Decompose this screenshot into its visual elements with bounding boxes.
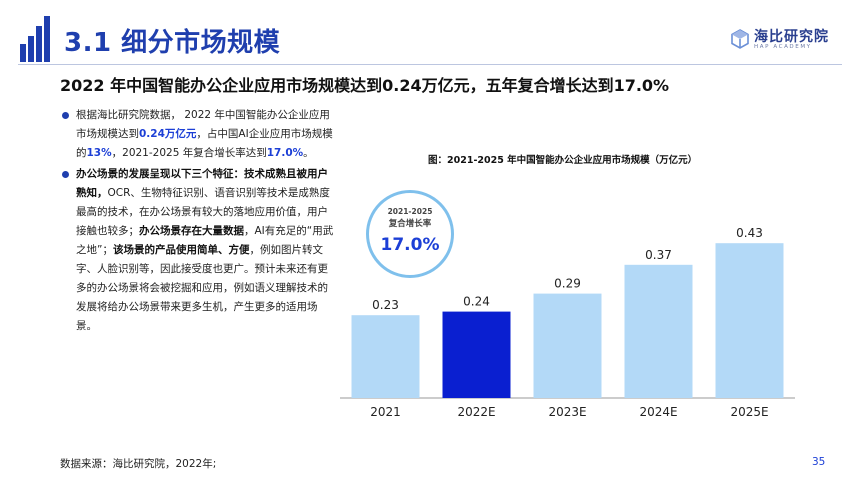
data-label-2022E: 0.24 bbox=[463, 295, 490, 309]
bullet1-text-3: ，2021-2025 年复合增长率达到 bbox=[111, 147, 267, 159]
bar-2021 bbox=[351, 315, 420, 398]
tick-label-2022E: 2022E bbox=[457, 405, 495, 419]
brand-subtitle: HAP ACADEMY bbox=[754, 44, 812, 50]
bar-2023E bbox=[533, 293, 602, 398]
market-size-bar-chart: 0.23 2021 0.24 2022E 0.29 2023E 0.37 2024E 0.43 2… bbox=[340, 226, 795, 419]
tick-label-2023E: 2023E bbox=[548, 405, 586, 419]
bullet2-strong-1: 办公场景的发展呈现以下三个特征：技术成熟且被用户熟知， bbox=[76, 168, 328, 199]
cube-logo-icon bbox=[731, 29, 749, 49]
slide-headline: 2022 年中国智能办公企业应用市场规模达到0.24万亿元，五年复合增长达到17… bbox=[60, 76, 670, 95]
cagr-badge: 2021-2025 复合增长率 17.0% bbox=[366, 190, 454, 278]
data-label-2023E: 0.29 bbox=[554, 277, 581, 291]
cagr-period: 2021-2025 bbox=[387, 207, 433, 216]
chart-title: 图：2021-2025 年中国智能办公企业应用市场规模（万亿元） bbox=[428, 155, 698, 166]
bullet2-text-3: ，例如图片转文字、人脸识别等，因此接受度也更广。预计未来还有更多的办公场景将会被… bbox=[76, 244, 328, 332]
header-bars-icon bbox=[20, 16, 50, 62]
section-title: 3.1 细分市场规模 bbox=[64, 28, 281, 58]
data-source: 数据来源：海比研究院，2022年; bbox=[60, 458, 217, 470]
bullet1-highlight-size: 0.24万亿元 bbox=[139, 128, 197, 140]
tick-label-2024E: 2024E bbox=[639, 405, 677, 419]
data-label-2024E: 0.37 bbox=[645, 248, 672, 262]
bar-2024E bbox=[624, 264, 693, 398]
bar-2022E bbox=[442, 311, 511, 398]
bullet1-highlight-cagr: 17.0% bbox=[266, 147, 304, 159]
bullet1-highlight-share: 13% bbox=[86, 147, 112, 159]
bullet1-text-2: ，占中国AI企业应用市场规模的 bbox=[76, 128, 333, 159]
data-label-2025E: 0.43 bbox=[736, 226, 763, 240]
bullet-list: 根据海比研究院数据， 2022 年中国智能办公企业应用市场规模达到0.24万亿元… bbox=[60, 106, 335, 338]
bullet2-text-2: ，AI有充足的“用武之地”； bbox=[76, 225, 334, 256]
cagr-label: 复合增长率 bbox=[388, 219, 432, 229]
bar-2025E bbox=[715, 243, 784, 398]
bullet2-text-1: OCR、生物特征识别、语音识别等技术是成熟度最高的技术，在办公场景有较大的落地应… bbox=[76, 187, 330, 237]
bullet-item-features: 办公场景的发展呈现以下三个特征：技术成熟且被用户熟知，OCR、生物特征识别、语音… bbox=[60, 165, 335, 336]
bullet-dot-icon bbox=[62, 171, 69, 178]
cagr-value: 17.0% bbox=[380, 235, 440, 255]
bullet1-text-4: 。 bbox=[303, 147, 314, 159]
bullet2-strong-2: 办公场景存在大量数据 bbox=[139, 225, 244, 237]
brand-logo: 海比研究院 HAP ACADEMY bbox=[730, 26, 842, 52]
bullet-item-market-size: 根据海比研究院数据， 2022 年中国智能办公企业应用市场规模达到0.24万亿元… bbox=[60, 106, 335, 163]
bullet1-text-1: 根据海比研究院数据， 2022 年中国智能办公企业应用市场规模达到 bbox=[76, 109, 330, 140]
tick-label-2021: 2021 bbox=[370, 405, 401, 419]
bullet-dot-icon bbox=[62, 112, 69, 119]
data-label-2021: 0.23 bbox=[372, 298, 399, 312]
page-number: 35 bbox=[812, 456, 826, 468]
header-divider bbox=[18, 64, 842, 65]
brand-name: 海比研究院 bbox=[754, 29, 829, 45]
bullet2-strong-3: 该场景的产品使用简单、方便 bbox=[112, 244, 250, 256]
tick-label-2025E: 2025E bbox=[730, 405, 768, 419]
